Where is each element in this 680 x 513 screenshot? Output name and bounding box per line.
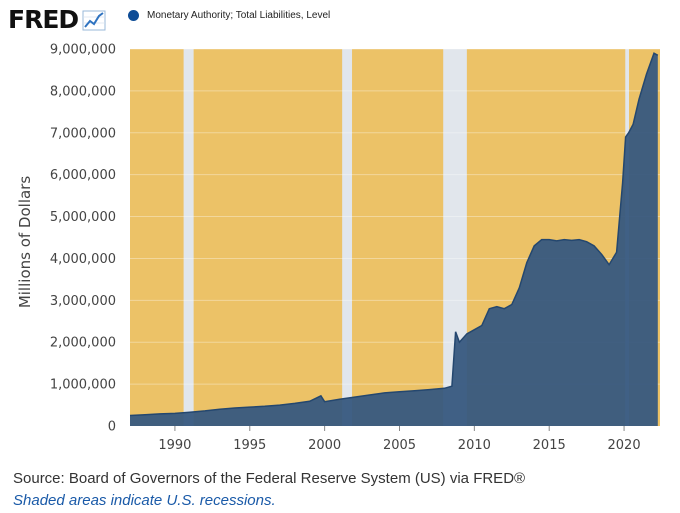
y-tick-label-0: 0 <box>108 420 116 435</box>
y-tick-label-4: 4,000,000 <box>50 252 116 267</box>
trend-line-icon <box>82 10 106 31</box>
series-line <box>129 52 659 417</box>
y-tick-labels: 0 1,000,000 2,000,000 3,000,000 4,000,000 5,0… <box>50 43 116 435</box>
logo-text: FRED <box>8 5 79 34</box>
x-tick-label-4: 2010 <box>458 438 491 453</box>
chart: 0 1,000,000 2,000,000 3,000,000 4,000,000 5,0… <box>16 43 660 453</box>
legend-label: Monetary Authority; Total Liabilities, L… <box>147 10 331 21</box>
y-tick-label-1: 1,000,000 <box>50 378 116 393</box>
legend-marker <box>128 10 139 21</box>
y-tick-label-5: 5,000,000 <box>50 210 116 225</box>
recession-band-2 <box>443 49 467 426</box>
x-tick-label-1: 1995 <box>233 438 266 453</box>
y-tick-label-2: 2,000,000 <box>50 336 116 351</box>
y-axis-label: Millions of Dollars <box>16 176 34 309</box>
y-tick-label-3: 3,000,000 <box>50 294 116 309</box>
recession-note[interactable]: Shaded areas indicate U.S. recessions. <box>13 492 276 509</box>
y-tick-label-7: 7,000,000 <box>50 126 116 141</box>
legend: Monetary Authority; Total Liabilities, L… <box>128 10 330 21</box>
recession-band-0 <box>183 49 194 426</box>
source-note: Source: Board of Governors of the Federa… <box>13 470 526 487</box>
y-tick-label-8: 8,000,000 <box>50 84 116 99</box>
x-tick-label-5: 2015 <box>533 438 566 453</box>
x-tick-label-3: 2005 <box>383 438 416 453</box>
recession-band-1 <box>342 49 353 426</box>
y-tick-label-9: 9,000,000 <box>50 43 116 58</box>
y-tick-label-6: 6,000,000 <box>50 168 116 183</box>
x-tick-label-0: 1990 <box>158 438 191 453</box>
fred-logo[interactable]: FRED <box>8 5 106 35</box>
x-tick-label-6: 2020 <box>608 438 641 453</box>
x-tick-labels: 1990 1995 2000 2005 2010 2015 2020 <box>158 426 641 453</box>
x-tick-label-2: 2000 <box>308 438 341 453</box>
series-area <box>130 53 658 426</box>
